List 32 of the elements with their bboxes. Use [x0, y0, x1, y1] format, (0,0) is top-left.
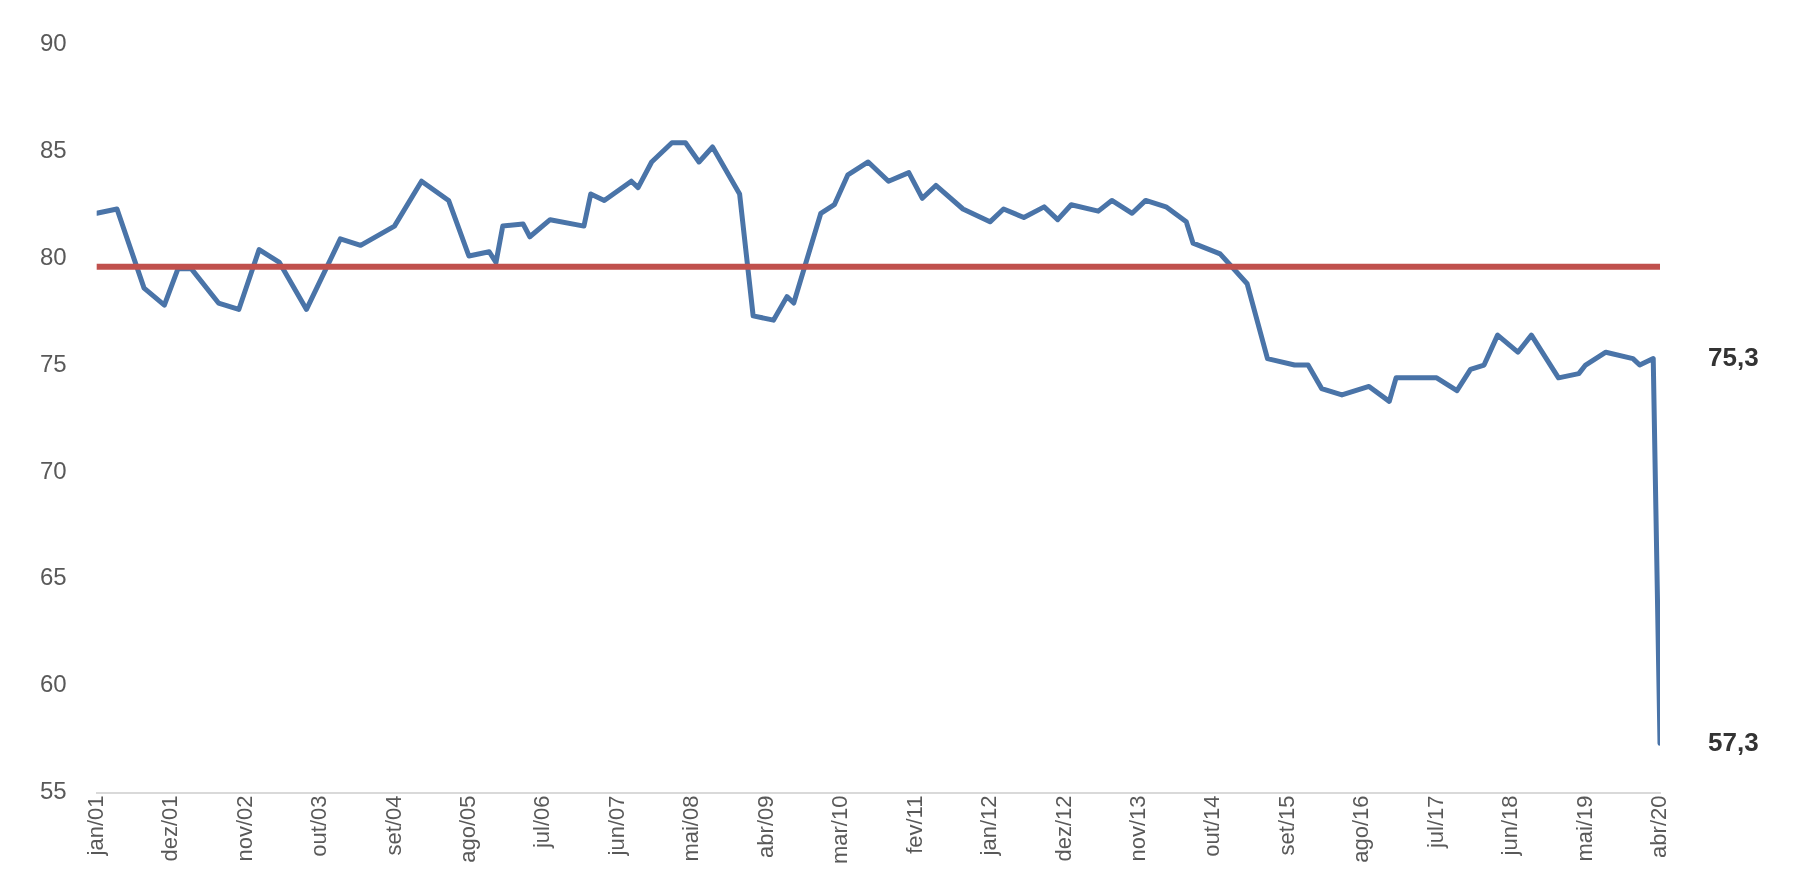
x-tick-label: out/03: [306, 795, 332, 857]
x-tick-label: jul/06: [529, 795, 555, 850]
y-tick-label: 55: [39, 777, 67, 805]
x-tick-label: jul/17: [1422, 795, 1448, 850]
y-tick-label: 65: [39, 563, 67, 591]
x-tick-label: abr/09: [752, 795, 778, 858]
x-tick-label: dez/01: [157, 795, 183, 862]
x-tick-label: jan/12: [976, 795, 1002, 857]
x-tick-label: mar/10: [827, 795, 853, 865]
y-tick-label: 90: [39, 29, 67, 57]
annotation: 75,3: [1708, 341, 1759, 372]
x-tick-label: out/14: [1199, 795, 1225, 857]
x-tick-label: mai/08: [678, 795, 704, 862]
x-tick-label: fev/11: [901, 795, 927, 854]
y-tick-label: 80: [39, 242, 67, 270]
y-tick-label: 75: [39, 349, 67, 377]
x-tick-label: nov/13: [1124, 795, 1150, 862]
x-tick-label: abr/20: [1646, 795, 1672, 858]
y-tick-label: 60: [39, 670, 67, 698]
annotation: 57,3: [1708, 726, 1759, 757]
x-tick-label: jun/07: [603, 795, 629, 857]
x-tick-label: set/04: [380, 795, 406, 856]
x-tick-label: ago/05: [454, 795, 480, 863]
x-tick-label: jan/01: [82, 795, 108, 857]
x-tick-label: ago/16: [1348, 795, 1374, 863]
x-tick-label: dez/12: [1050, 795, 1076, 862]
x-tick-label: jun/18: [1497, 795, 1523, 857]
y-tick-label: 70: [39, 456, 67, 484]
y-tick-label: 85: [39, 135, 67, 163]
x-tick-label: set/15: [1273, 795, 1299, 856]
x-tick-label: mai/19: [1571, 795, 1597, 862]
x-tick-label: nov/02: [231, 795, 257, 862]
